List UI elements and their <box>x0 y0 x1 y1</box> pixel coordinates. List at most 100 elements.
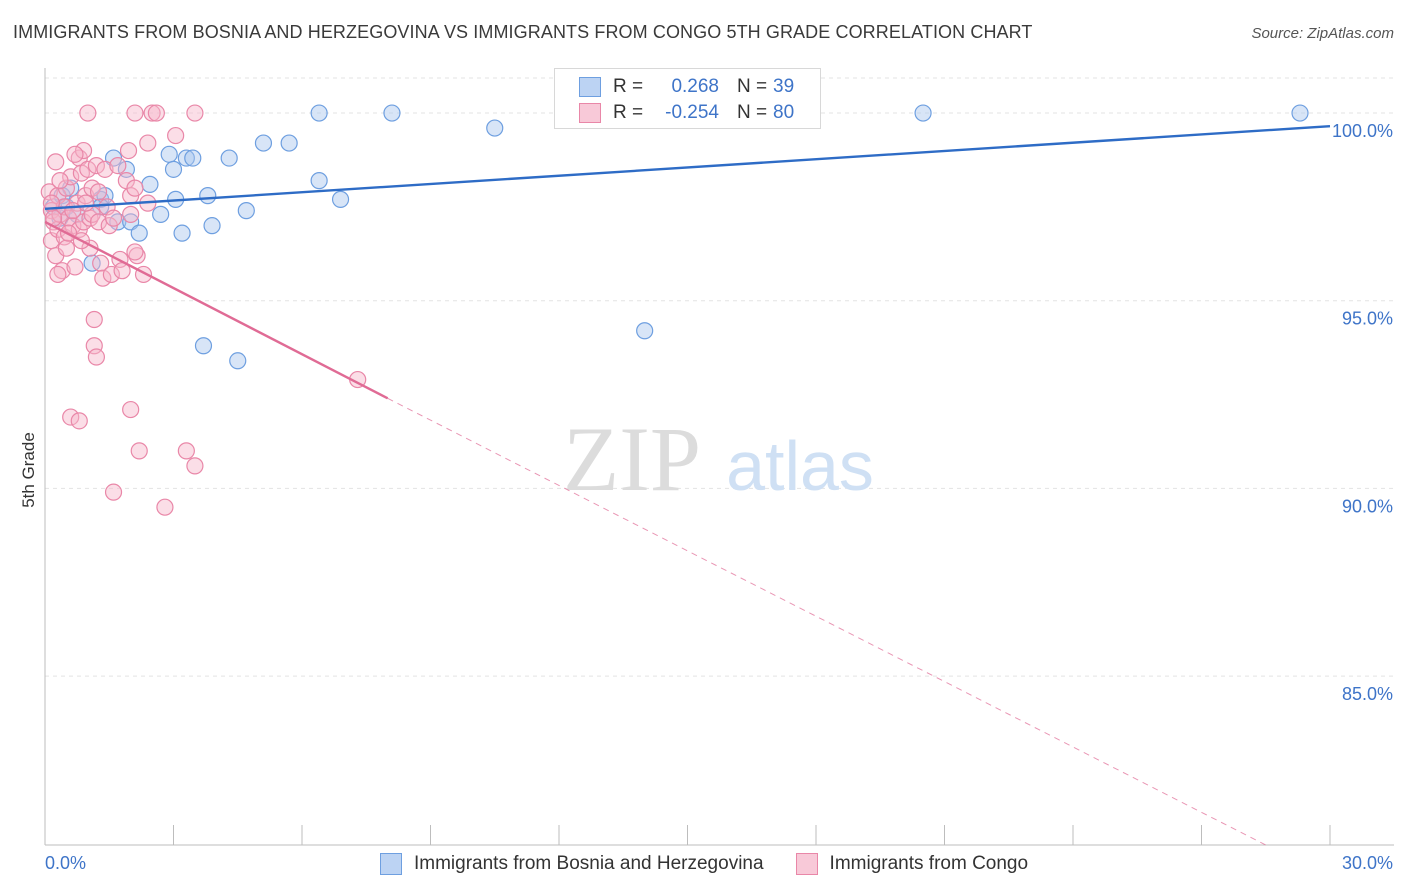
point-congo <box>143 104 161 122</box>
point-congo <box>126 243 144 261</box>
point-bosnia <box>164 160 183 178</box>
point-congo <box>64 202 82 220</box>
legend-r-value: -0.254 <box>665 102 719 123</box>
point-congo <box>109 156 127 175</box>
point-congo <box>79 160 97 178</box>
legend-n-value: 80 <box>773 102 795 123</box>
series-label: Immigrants from Congo <box>829 853 1029 874</box>
trend-line-congo <box>44 220 389 400</box>
point-congo <box>122 205 140 223</box>
point-congo <box>126 179 144 197</box>
point-bosnia <box>280 134 298 152</box>
tick-labels: 100.0% 95.0% 90.0% 85.0% 0.0% 30.0% <box>45 121 1393 873</box>
point-congo <box>96 160 114 178</box>
axes <box>44 68 1394 846</box>
series-legend: Immigrants from Bosnia and Herzegovina I… <box>380 852 1060 876</box>
point-bosnia <box>173 224 191 242</box>
point-bosnia <box>199 187 217 205</box>
x-tick-label-start: 0.0% <box>45 853 86 873</box>
y-tick-label: 95.0% <box>1342 309 1393 329</box>
point-bosnia <box>130 224 148 242</box>
point-congo <box>186 457 204 475</box>
legend-row-congo: R = -0.254 N = 80 <box>579 101 794 125</box>
point-bosnia <box>383 104 401 122</box>
point-congo <box>70 412 88 430</box>
point-bosnia <box>1291 104 1309 122</box>
y-tick-label: 100.0% <box>1332 121 1393 141</box>
point-congo <box>87 348 106 366</box>
point-bosnia <box>914 104 932 122</box>
point-congo <box>126 104 144 122</box>
point-congo <box>51 172 69 190</box>
point-bosnia <box>254 134 273 152</box>
point-bosnia <box>220 149 238 167</box>
point-bosnia <box>152 205 170 223</box>
trend-lines <box>44 124 1331 846</box>
point-bosnia <box>141 175 159 193</box>
point-congo <box>92 254 110 272</box>
point-congo <box>87 156 106 175</box>
watermark: ZIP atlas <box>563 408 874 510</box>
legend-swatch-pink <box>579 103 601 123</box>
point-congo <box>57 239 76 257</box>
point-congo <box>186 104 204 122</box>
point-bosnia <box>486 119 504 137</box>
point-congo <box>122 400 140 419</box>
series-legend-congo: Immigrants from Congo <box>795 853 1029 875</box>
point-congo <box>119 141 138 160</box>
point-congo <box>156 498 174 516</box>
point-congo <box>49 265 67 284</box>
trend-line-bosnia <box>44 124 1331 210</box>
series-label: Immigrants from Bosnia and Herzegovina <box>414 853 764 874</box>
legend-r-value: 0.268 <box>671 76 719 97</box>
legend-n-label: N = <box>737 102 768 123</box>
point-congo <box>47 153 65 171</box>
y-tick-label: 90.0% <box>1342 496 1393 516</box>
series-swatch-blue <box>380 853 402 875</box>
legend-r-label: R = <box>613 76 644 97</box>
point-bosnia <box>177 149 195 167</box>
point-bosnia <box>229 352 247 370</box>
legend-n-value: 39 <box>773 76 795 97</box>
point-bosnia <box>331 190 350 208</box>
point-congo <box>89 183 108 201</box>
point-congo <box>94 269 112 287</box>
legend-r-label: R = <box>613 102 644 123</box>
point-congo <box>74 141 93 160</box>
correlation-legend: R = 0.268 N = 39 R = -0.254 N = 80 <box>554 68 821 129</box>
series-legend-bosnia: Immigrants from Bosnia and Herzegovina <box>380 853 764 875</box>
watermark-atlas: atlas <box>726 427 874 505</box>
legend-n-label: N = <box>737 76 768 97</box>
point-congo <box>177 442 195 460</box>
point-congo <box>62 408 80 426</box>
point-bosnia <box>184 149 202 167</box>
series-swatch-pink <box>795 853 818 875</box>
point-congo <box>79 104 97 122</box>
legend-row-bosnia: R = 0.268 N = 39 <box>579 75 794 99</box>
data-points <box>40 104 1309 516</box>
point-congo <box>102 265 120 284</box>
y-tick-label: 85.0% <box>1342 684 1393 704</box>
point-congo <box>62 168 80 186</box>
point-bosnia <box>203 217 221 235</box>
gridlines <box>45 77 1394 677</box>
legend-swatch-blue <box>579 77 601 97</box>
point-congo <box>104 209 123 227</box>
source-credit: Source: ZipAtlas.com <box>1251 25 1394 42</box>
point-bosnia <box>237 202 255 220</box>
point-bosnia <box>310 104 328 122</box>
x-tick-label-end: 30.0% <box>1342 853 1393 873</box>
point-congo <box>139 134 157 152</box>
chart-title: IMMIGRANTS FROM BOSNIA AND HERZEGOVINA V… <box>13 22 1033 42</box>
point-bosnia <box>194 337 213 355</box>
point-congo <box>130 442 148 460</box>
point-bosnia <box>636 322 654 340</box>
point-bosnia <box>160 145 178 163</box>
point-congo <box>66 145 84 163</box>
point-congo <box>167 126 185 145</box>
point-congo <box>85 310 103 329</box>
point-bosnia <box>310 172 328 190</box>
point-congo <box>66 258 84 276</box>
point-congo <box>104 483 123 501</box>
